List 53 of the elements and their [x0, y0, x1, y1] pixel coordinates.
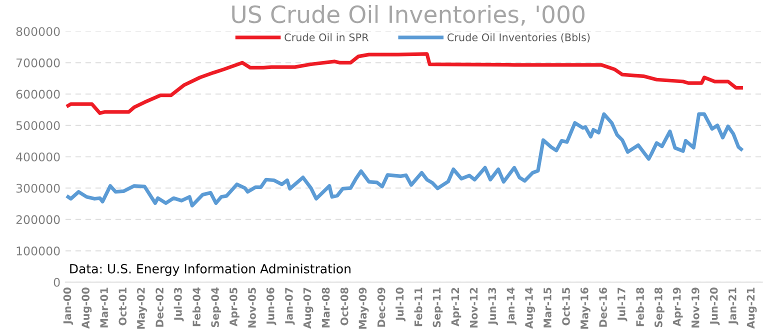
chart-title: US Crude Oil Inventories, '000 — [232, 4, 584, 26]
x-tick-label: Nov-19 — [691, 288, 700, 328]
legend-label: Crude Oil Inventories (Bbls) — [448, 33, 590, 42]
line-series — [66, 52, 743, 115]
x-tick-label: Jan-21 — [728, 288, 738, 325]
x-tick-label: Oct-15 — [562, 288, 570, 326]
x-tick-label: Dec-02 — [156, 288, 164, 327]
x-tick-label: Jul-10 — [396, 288, 406, 322]
x-tick-label: Dec-09 — [377, 288, 386, 327]
x-tick-label: Apr-05 — [230, 288, 240, 326]
line-series — [66, 112, 743, 208]
x-tick-label: Oct-01 — [118, 288, 127, 326]
x-tick-label: Jun-13 — [488, 288, 498, 326]
x-tick-label: Feb-11 — [414, 288, 422, 326]
y-tick-label: 800000 — [16, 27, 60, 36]
y-tick-label: 100000 — [16, 246, 60, 256]
x-tick-label: May-09 — [358, 288, 369, 329]
x-tick-label: Jul-03 — [174, 288, 184, 322]
x-tick-label: Apr-19 — [672, 288, 683, 326]
x-tick-label: Feb-04 — [192, 287, 201, 326]
x-tick-label: Jul-17 — [617, 288, 628, 322]
x-tick-label: Jan-07 — [285, 288, 295, 325]
x-tick-label: Feb-18 — [636, 288, 644, 326]
x-tick-label: Mar-01 — [100, 288, 108, 328]
x-tick-label: Mar-15 — [544, 288, 552, 328]
x-tick-label: May-02 — [136, 288, 147, 329]
legend-label: Crude Oil in SPR — [284, 33, 368, 42]
x-tick-label: Jan-14 — [506, 287, 517, 325]
x-tick-label: Mar-08 — [322, 288, 330, 328]
y-tick-label: 700000 — [16, 58, 60, 68]
x-tick-label: Sep-11 — [432, 288, 443, 328]
y-tick-label: 600000 — [16, 90, 60, 99]
y-tick-label: 500000 — [16, 121, 60, 130]
x-tick-label: Aug-00 — [82, 288, 92, 329]
x-tick-label: Jan-00 — [63, 288, 74, 325]
y-tick-label: 0 — [54, 278, 60, 287]
x-tick-label: Sep-04 — [211, 287, 222, 328]
y-tick-label: 200000 — [16, 215, 60, 224]
x-tick-label: Aug-21 — [746, 288, 757, 329]
annotation: Data: U.S. Energy Information Administration — [70, 264, 350, 276]
x-tick-label: Apr-12 — [451, 288, 462, 326]
x-tick-label: Aug-14 — [525, 287, 536, 329]
x-tick-label: Sep-18 — [654, 288, 664, 328]
x-tick-label: Nov-05 — [248, 288, 256, 328]
x-tick-label: Jun-06 — [266, 288, 276, 326]
x-tick-label: Dec-16 — [599, 288, 607, 327]
x-tick-label: Oct-08 — [340, 288, 348, 326]
x-tick-label: Jun-20 — [710, 288, 720, 326]
x-tick-label: Aug-07 — [303, 288, 314, 329]
x-tick-label: May-16 — [580, 288, 590, 329]
y-tick-label: 400000 — [16, 152, 60, 162]
y-tick-label: 300000 — [16, 184, 60, 193]
x-tick-label: Nov-12 — [470, 288, 478, 328]
